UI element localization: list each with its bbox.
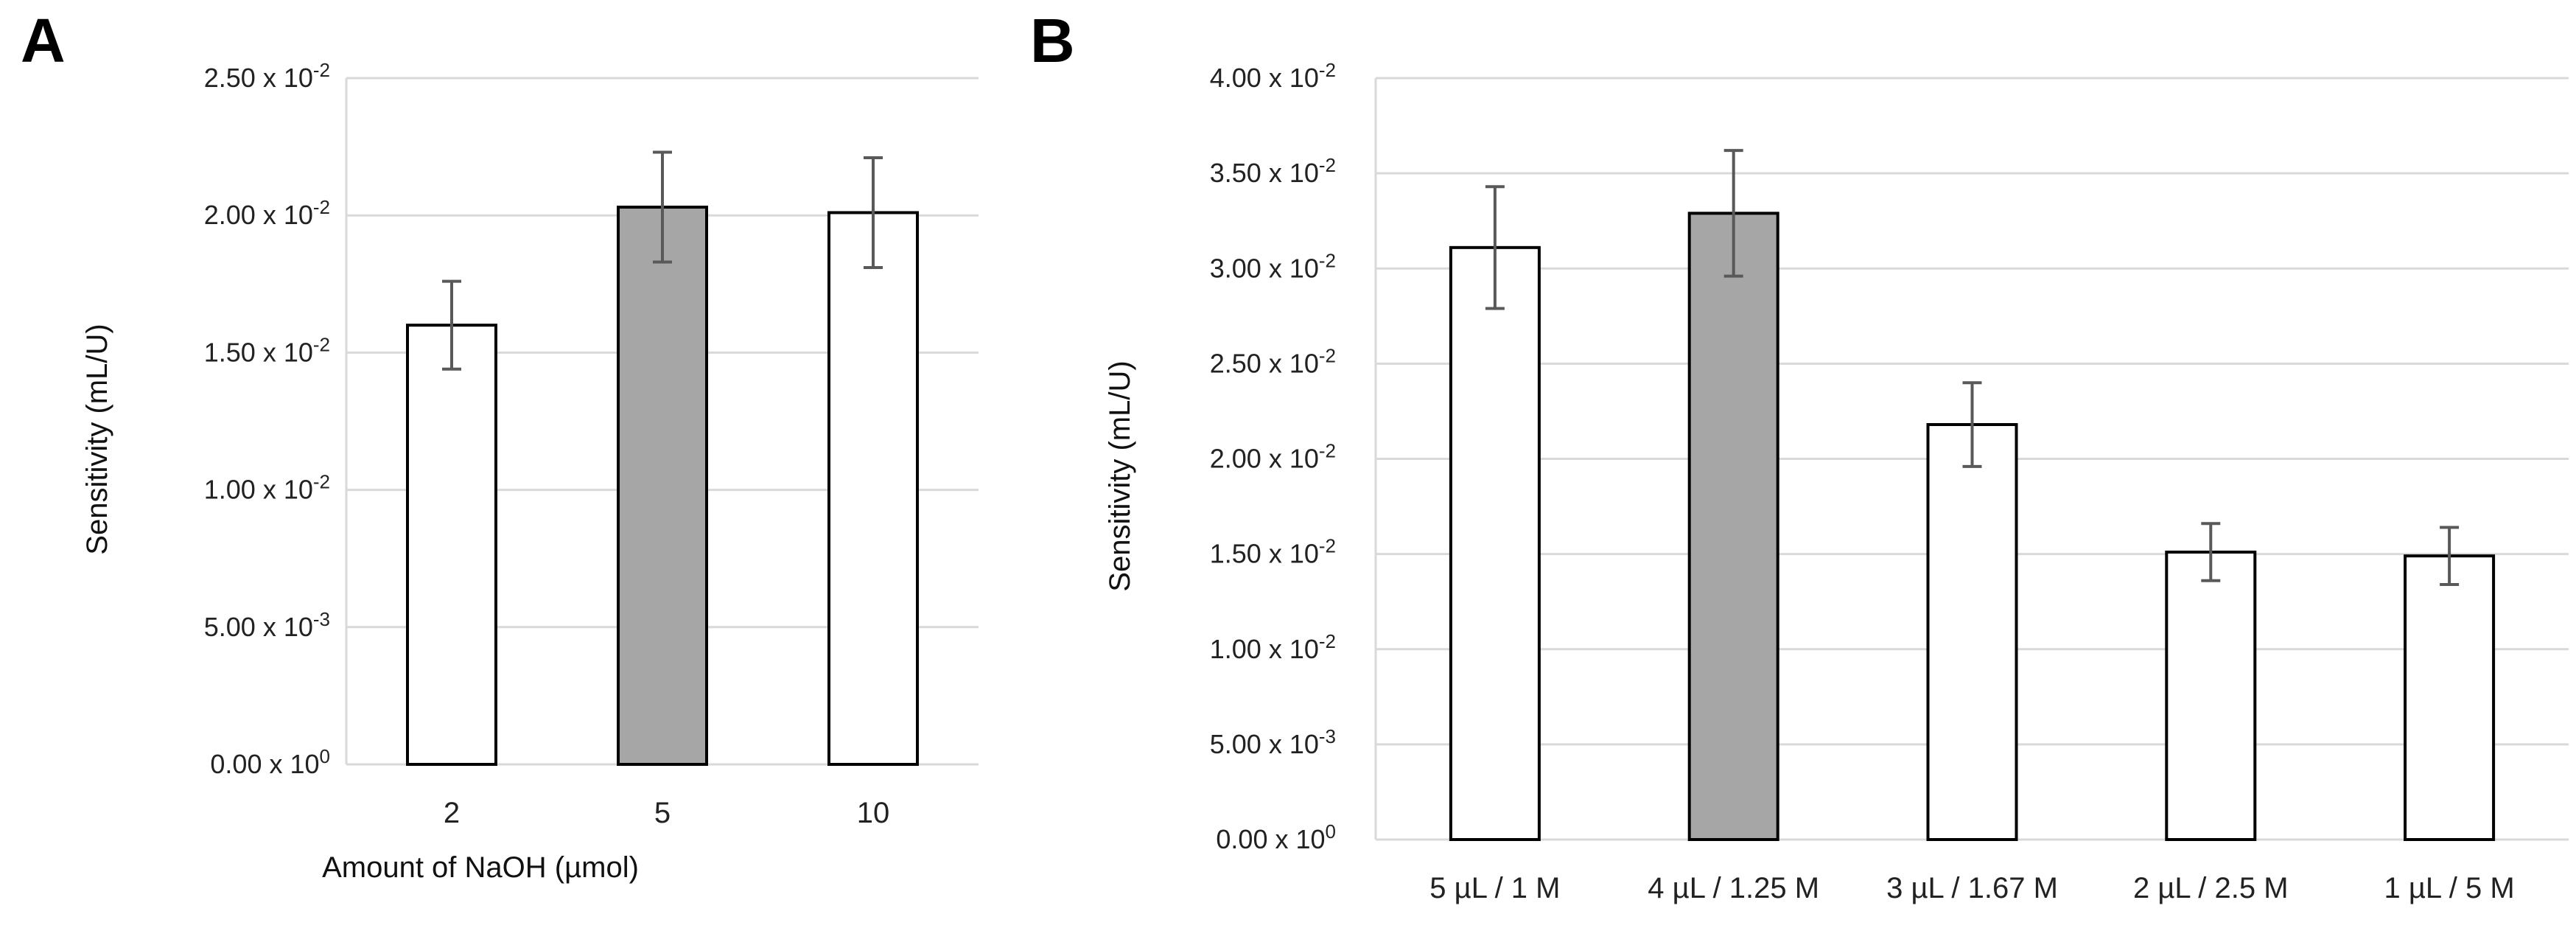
chart-a-y-tick-label: 2.50 x 10-2 [204, 59, 330, 93]
chart-a-category-label: 2 [444, 797, 460, 829]
chart-b-category-label: 1 µL / 5 M [2384, 872, 2515, 904]
chart-a-bar [617, 206, 708, 766]
chart-b-y-axis-title: Sensitivity (mL/U) [1104, 360, 1136, 591]
chart-a: 0.00 x 100 5.00 x 10-3 1.00 x 10-2 1.50 x 1… [204, 59, 979, 829]
chart-b-bar [2165, 551, 2257, 841]
chart-a-y-tick-label: 5.00 x 10-3 [204, 608, 330, 642]
chart-b-y-tick-label: 2.50 x 10-2 [1210, 344, 1336, 378]
chart-b-y-tick-label: 1.00 x 10-2 [1210, 630, 1336, 664]
chart-b-category-label: 3 µL / 1.67 M [1886, 872, 2058, 904]
chart-a-category-label: 10 [857, 797, 890, 829]
chart-a-bar [406, 324, 497, 767]
chart-a-category-label: 5 [654, 797, 671, 829]
chart-a-y-tick-label: 1.00 x 10-2 [204, 471, 330, 505]
chart-b-y-tick-label: 2.00 x 10-2 [1210, 440, 1336, 474]
chart-b-y-tick-label: 3.50 x 10-2 [1210, 154, 1336, 188]
chart-a-y-tick-label: 1.50 x 10-2 [204, 333, 330, 367]
panel-letter-a: A [21, 6, 66, 75]
chart-b-y-tick-label: 3.00 x 10-2 [1210, 249, 1336, 283]
chart-a-y-tick-label: 2.00 x 10-2 [204, 196, 330, 230]
chart-b-bar [1926, 423, 2018, 841]
chart-b-bar [1449, 245, 1541, 841]
chart-b-bar [1687, 212, 1779, 842]
chart-b-y-tick-label: 5.00 x 10-3 [1210, 725, 1336, 759]
chart-b-y-tick-label: 4.00 x 10-2 [1210, 59, 1336, 93]
chart-b-bar [2404, 554, 2496, 842]
chart-a-y-tick-label: 0.00 x 100 [210, 745, 330, 779]
chart-b-y-tick-label: 1.50 x 10-2 [1210, 535, 1336, 569]
chart-b-y-tick-label: 0.00 x 100 [1216, 820, 1336, 854]
chart-b: 0.00 x 100 5.00 x 10-3 1.00 x 10-2 1.50 x 1… [1210, 59, 2569, 904]
chart-a-bar [827, 211, 919, 766]
chart-b-category-label: 4 µL / 1.25 M [1648, 872, 1819, 904]
chart-a-y-axis-title: Sensitivity (mL/U) [81, 324, 113, 554]
chart-b-category-label: 5 µL / 1 M [1429, 872, 1560, 904]
panel-letter-b: B [1030, 6, 1075, 75]
chart-b-category-label: 2 µL / 2.5 M [2133, 872, 2289, 904]
chart-a-x-axis-title: Amount of NaOH (µmol) [322, 851, 639, 884]
